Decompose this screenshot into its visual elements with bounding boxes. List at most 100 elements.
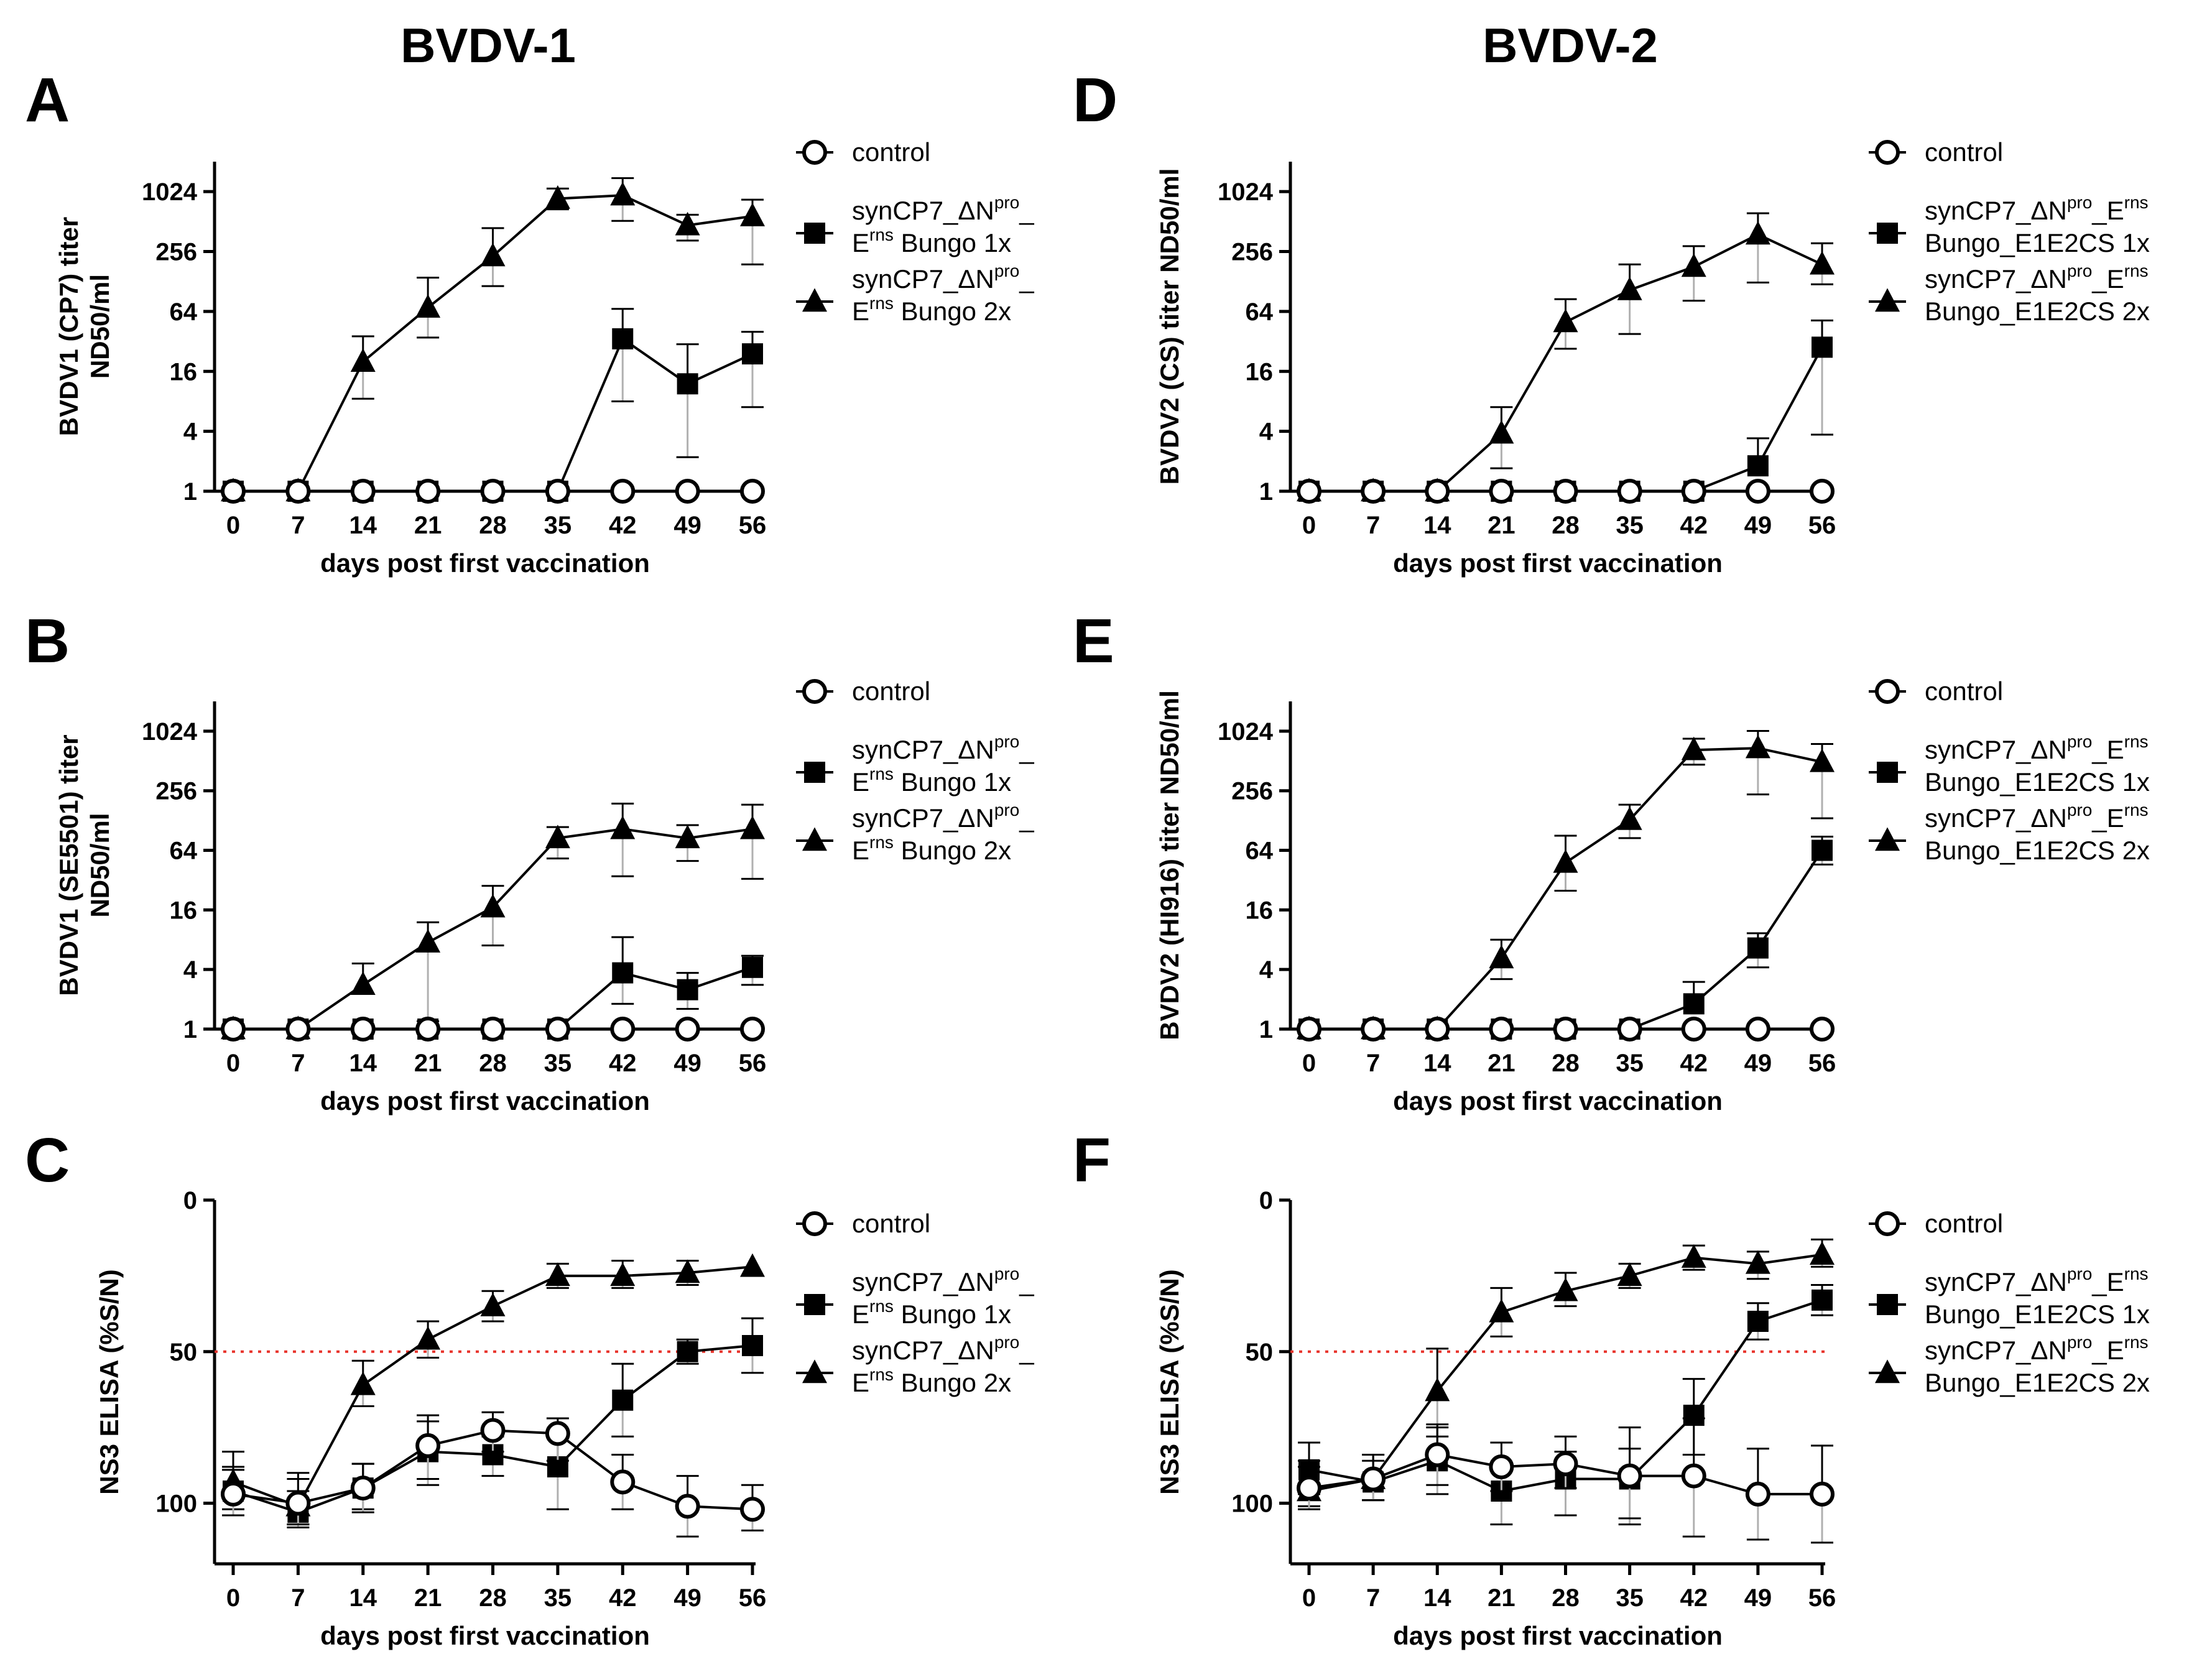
y-axis-title-A: ND50/ml	[85, 274, 114, 379]
legend-label-series1-line1: synCP7_ΔNpro_	[852, 732, 1034, 764]
y-tick-label-E: 16	[1246, 897, 1274, 924]
legend-marker-series2	[1875, 827, 1900, 851]
data-point-B-circle	[610, 1017, 636, 1042]
data-point-A-circle	[480, 479, 506, 504]
x-tick-label-D: 56	[1808, 512, 1836, 539]
y-tick-label-A: 4	[183, 418, 198, 446]
data-point-F-circle	[1361, 1466, 1386, 1492]
y-axis-title-D: BVDV2 (CS) titer ND50/ml	[1155, 169, 1184, 485]
data-point-E-triangle	[1617, 806, 1642, 830]
x-tick-label-A: 35	[544, 512, 572, 539]
x-tick-label-A: 0	[226, 512, 240, 539]
series-C-circle	[221, 1411, 765, 1538]
data-point-C-circle	[221, 1481, 246, 1507]
y-tick-label-E: 4	[1259, 956, 1274, 984]
data-point-B-square	[612, 962, 634, 984]
x-tick-label-C: 42	[609, 1584, 637, 1612]
data-point-B-triangle	[350, 971, 376, 996]
y-axis-title-E: BVDV2 (HI916) titer ND50/ml	[1155, 690, 1184, 1040]
data-point-A-circle	[740, 479, 765, 504]
data-point-C-circle	[480, 1418, 506, 1443]
x-tick-label-C: 21	[414, 1584, 442, 1612]
legend-label-series1-line1: synCP7_ΔNpro_Erns	[1925, 1264, 2149, 1296]
x-tick-label-B: 28	[479, 1050, 507, 1077]
legend-label-series2-line2: Erns Bungo 2x	[852, 833, 1011, 865]
legend-label-control: control	[1925, 1209, 2003, 1238]
data-point-A-triangle	[545, 185, 570, 209]
legend-label-series1-line2: Erns Bungo 1x	[852, 225, 1011, 257]
y-tick-label-B: 256	[155, 778, 197, 805]
data-point-F-circle	[1745, 1481, 1770, 1507]
data-point-C-triangle	[740, 1253, 765, 1277]
x-tick-label-A: 28	[479, 512, 507, 539]
data-point-A-triangle	[350, 348, 376, 372]
series-B-triangle	[221, 802, 765, 1040]
data-point-F-circle	[1617, 1463, 1642, 1489]
data-point-F-triangle	[1681, 1244, 1706, 1268]
legend-marker-series1	[804, 1294, 825, 1315]
legend-label-series2-line2: Bungo_E1E2CS 2x	[1925, 1368, 2150, 1397]
legend-label-control: control	[1925, 137, 2003, 167]
data-point-C-circle	[285, 1490, 311, 1516]
data-point-C-circle	[545, 1421, 570, 1446]
data-point-C-triangle	[545, 1262, 570, 1287]
y-tick-label-A: 1	[183, 478, 197, 506]
x-tick-label-B: 42	[609, 1050, 637, 1077]
legend-label-series2-line1: synCP7_ΔNpro_	[852, 261, 1034, 293]
data-point-A-circle	[285, 479, 311, 504]
data-point-A-triangle	[480, 243, 506, 267]
legend-marker-control	[802, 1211, 827, 1236]
x-tick-label-B: 49	[673, 1050, 701, 1077]
x-tick-label-B: 14	[349, 1050, 377, 1077]
y-tick-label-F: 50	[1246, 1339, 1274, 1366]
data-point-B-triangle	[610, 815, 636, 839]
legend-marker-series1	[1877, 762, 1898, 783]
legend-marker-control	[1875, 1211, 1900, 1236]
data-point-A-square	[742, 343, 763, 365]
y-tick-label-D: 1024	[1218, 178, 1274, 206]
legend-marker-series2	[1875, 1359, 1900, 1384]
data-point-D-square	[1812, 336, 1833, 358]
data-point-B-circle	[415, 1017, 441, 1042]
data-point-C-circle	[415, 1433, 441, 1458]
x-tick-label-F: 14	[1423, 1584, 1451, 1612]
data-point-D-triangle	[1553, 308, 1578, 333]
x-axis-title-F: days post first vaccination	[1393, 1621, 1723, 1650]
data-point-E-circle	[1425, 1017, 1450, 1042]
legend-marker-control	[1875, 679, 1900, 704]
data-point-E-circle	[1489, 1017, 1514, 1042]
x-tick-label-C: 49	[673, 1584, 701, 1612]
y-tick-label-D: 1	[1259, 478, 1273, 506]
series-line-A-square	[233, 336, 753, 492]
y-tick-label-E: 256	[1231, 778, 1273, 805]
y-tick-label-F: 0	[1259, 1187, 1273, 1214]
data-point-B-circle	[480, 1017, 506, 1042]
data-point-F-square	[1747, 1311, 1769, 1332]
y-axis-title-B: BVDV1 (SE5501) titer	[54, 734, 83, 996]
data-point-F-circle	[1810, 1481, 1835, 1507]
x-tick-label-A: 49	[673, 512, 701, 539]
x-tick-label-A: 21	[414, 512, 442, 539]
data-point-A-circle	[221, 479, 246, 504]
data-point-A-circle	[545, 479, 570, 504]
legend-label-series2-line1: synCP7_ΔNpro_Erns	[1925, 800, 2149, 833]
data-point-E-triangle	[1681, 736, 1706, 760]
y-tick-label-D: 64	[1246, 298, 1274, 326]
data-point-C-triangle	[415, 1326, 441, 1350]
data-point-D-circle	[1617, 479, 1642, 504]
x-tick-label-E: 21	[1488, 1050, 1516, 1077]
legend-marker-series1	[804, 223, 825, 244]
data-point-C-triangle	[350, 1371, 376, 1395]
x-tick-label-B: 35	[544, 1050, 572, 1077]
data-point-E-square	[1683, 993, 1705, 1015]
legend-marker-series2	[1875, 288, 1900, 312]
x-tick-label-F: 21	[1488, 1584, 1516, 1612]
x-tick-label-C: 56	[739, 1584, 767, 1612]
data-point-A-triangle	[610, 182, 636, 206]
legend-label-series1-line1: synCP7_ΔNpro_Erns	[1925, 193, 2149, 225]
legend-label-series1-line2: Bungo_E1E2CS 1x	[1925, 228, 2150, 257]
data-point-E-triangle	[1489, 945, 1514, 969]
data-point-A-circle	[415, 479, 441, 504]
